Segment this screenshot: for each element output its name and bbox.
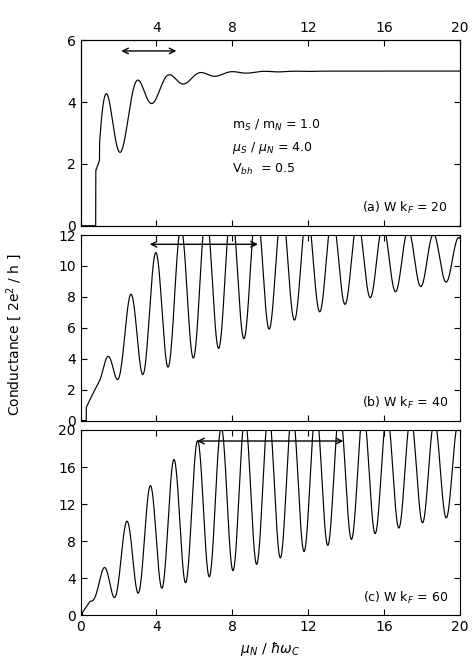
Text: m$_S$ / m$_N$ = 1.0
$\mu_S$ / $\mu_N$ = 4.0
V$_{bh}$  = 0.5: m$_S$ / m$_N$ = 1.0 $\mu_S$ / $\mu_N$ = … bbox=[232, 118, 321, 177]
Text: (b) W k$_F$ = 40: (b) W k$_F$ = 40 bbox=[362, 395, 448, 411]
Text: (a) W k$_F$ = 20: (a) W k$_F$ = 20 bbox=[363, 200, 448, 217]
X-axis label: $\mu_N$ / $\hbar\omega_C$: $\mu_N$ / $\hbar\omega_C$ bbox=[240, 640, 301, 658]
Text: Conductance [ 2e$^2$ / h ]: Conductance [ 2e$^2$ / h ] bbox=[4, 254, 24, 415]
Text: (c) W k$_F$ = 60: (c) W k$_F$ = 60 bbox=[363, 590, 448, 606]
